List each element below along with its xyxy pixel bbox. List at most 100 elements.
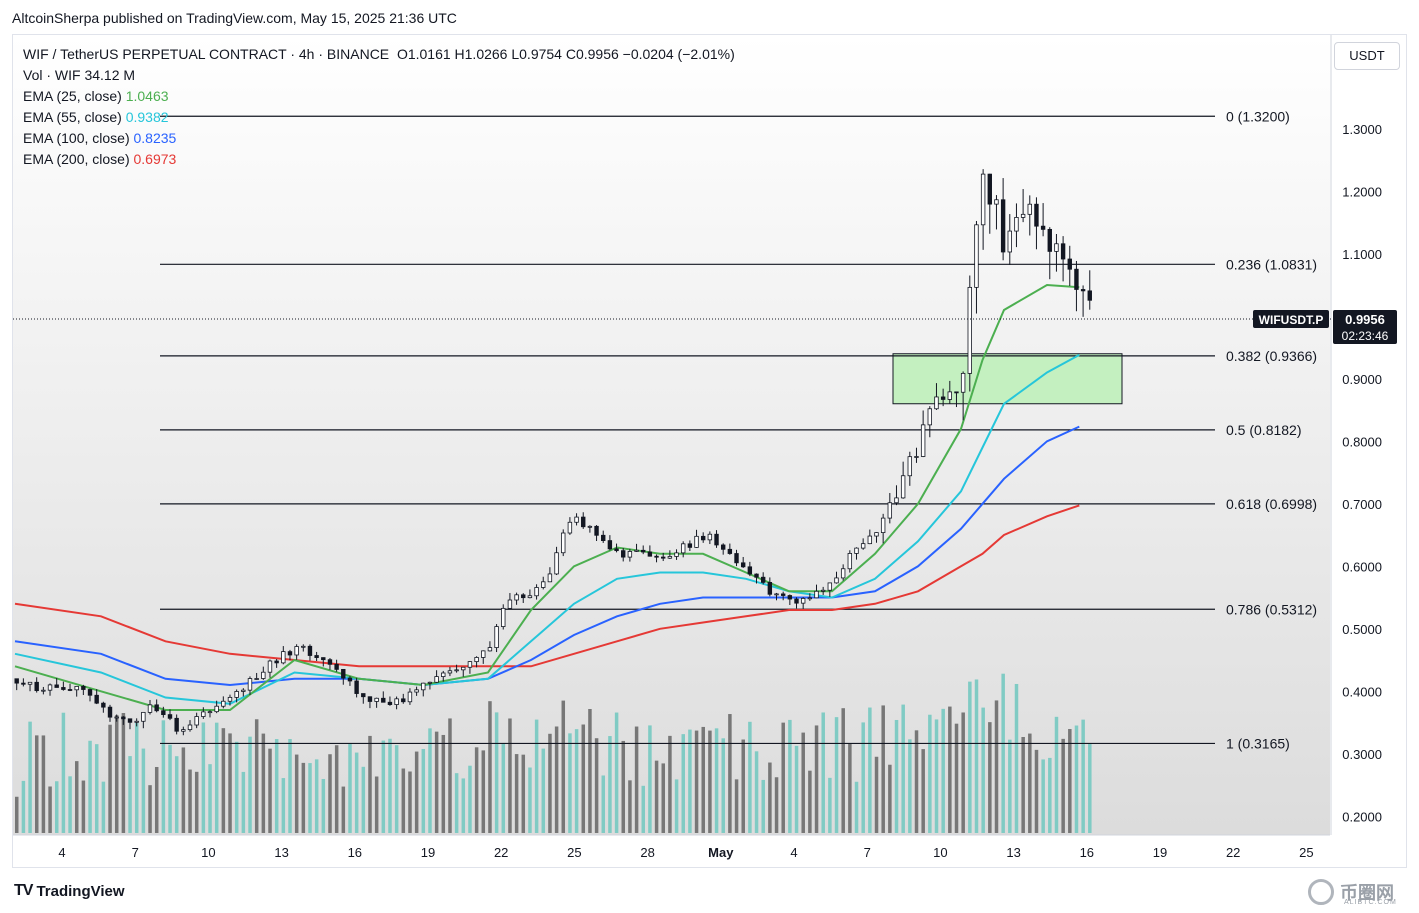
- volume-bar: [768, 762, 772, 833]
- candle-body: [654, 555, 659, 558]
- candle-body: [661, 556, 666, 559]
- candle-body: [827, 582, 833, 591]
- candle-body: [281, 651, 286, 664]
- volume-bar: [621, 740, 626, 833]
- volume-bar: [594, 738, 599, 833]
- candle-body: [207, 711, 213, 714]
- volume-bar: [534, 719, 539, 833]
- candle-body: [227, 696, 233, 702]
- ema100-line: [14, 425, 1080, 687]
- candle-body: [301, 645, 306, 648]
- candle-body: [820, 589, 826, 592]
- chart-panel[interactable]: [12, 34, 1407, 868]
- x-tick-label: May: [708, 845, 734, 860]
- tradingview-logo[interactable]: TV TradingView: [14, 882, 125, 900]
- volume-bar: [1074, 725, 1079, 833]
- candle-body: [161, 710, 166, 715]
- candle-body: [561, 532, 566, 554]
- x-tick-label: 10: [201, 845, 215, 860]
- currency-button[interactable]: USDT: [1334, 42, 1400, 70]
- volume-bar: [1048, 757, 1052, 833]
- legend-ema55-value: 0.9382: [125, 109, 169, 125]
- candle-body: [334, 663, 339, 670]
- candle-body: [94, 694, 99, 704]
- candle-body: [800, 598, 806, 604]
- volume-bar: [608, 736, 612, 833]
- candle-body: [900, 475, 906, 499]
- candle-body: [647, 551, 653, 557]
- volume-bar: [334, 745, 339, 833]
- watermark-text: 币圈网: [1340, 883, 1394, 903]
- candle-body: [187, 724, 193, 731]
- legend-ohlc: O1.0161 H1.0266 L0.9754 C0.9956 −0.0204 …: [396, 46, 735, 62]
- candle-body: [847, 553, 853, 570]
- volume-bar: [208, 764, 212, 833]
- volume-bar: [488, 701, 492, 833]
- x-tick-label: 19: [1153, 845, 1167, 860]
- volume-bar: [1034, 749, 1039, 833]
- x-tick-label: 7: [864, 845, 871, 860]
- candle-body: [407, 691, 413, 703]
- volume-bar: [108, 724, 112, 833]
- volume-bar: [121, 713, 126, 833]
- volume-bar: [368, 735, 372, 833]
- volume-bar: [808, 770, 812, 833]
- volume-bar: [941, 708, 945, 833]
- y-tick-label: 0.2000: [1342, 809, 1382, 824]
- volume-bar: [788, 719, 792, 833]
- candle-body: [587, 525, 593, 528]
- candle-body: [614, 548, 619, 552]
- candle-body: [641, 549, 646, 553]
- volume-bar: [634, 726, 639, 833]
- volume-bar: [61, 712, 66, 833]
- volume-bar: [221, 728, 226, 833]
- volume-bar: [741, 739, 745, 833]
- volume-bar: [554, 726, 559, 833]
- candle-body: [141, 711, 146, 722]
- candle-body: [21, 682, 26, 685]
- candle-body: [101, 702, 106, 708]
- legend-ema25-label: EMA (25, close): [23, 88, 122, 104]
- candle-body: [61, 687, 66, 690]
- x-tick-label: 4: [790, 845, 797, 860]
- legend-ema200-label: EMA (200, close): [23, 151, 130, 167]
- volume-bar: [888, 764, 892, 833]
- candle-body: [127, 718, 133, 723]
- candle-body: [361, 693, 366, 698]
- candle-body: [760, 576, 766, 583]
- volume-bar: [721, 738, 725, 833]
- volume-bar: [254, 719, 259, 833]
- fib-label: 1 (0.3165): [1226, 735, 1290, 751]
- volume-bar: [188, 769, 192, 833]
- candle-body: [527, 595, 533, 599]
- candle-body: [427, 681, 433, 684]
- candle-body: [154, 704, 159, 712]
- candle-body: [327, 659, 333, 665]
- candle-body: [974, 224, 979, 288]
- volume-bar: [448, 718, 452, 833]
- candle-body: [980, 173, 986, 226]
- candle-body: [840, 568, 846, 579]
- candle-body: [494, 626, 499, 648]
- x-tick-label: 22: [1226, 845, 1240, 860]
- candle-body: [581, 516, 586, 528]
- volume-bar: [568, 733, 572, 833]
- x-tick-label: 10: [933, 845, 947, 860]
- x-tick-label: 28: [640, 845, 654, 860]
- candle-body: [394, 698, 399, 705]
- volume-bar: [141, 748, 146, 833]
- volume-bar: [134, 722, 139, 833]
- candle-body: [287, 651, 293, 656]
- volume-bar: [268, 748, 272, 833]
- candle-body: [27, 681, 33, 685]
- volume-bar: [274, 739, 279, 833]
- volume-bar: [21, 780, 26, 833]
- fib-label: 0.382 (0.9366): [1226, 348, 1317, 364]
- candle-body: [501, 607, 506, 627]
- ema55-line: [14, 354, 1080, 705]
- candle-body: [47, 684, 53, 691]
- candle-body: [714, 533, 719, 546]
- candle-body: [1014, 217, 1019, 232]
- volume-bar: [848, 743, 852, 833]
